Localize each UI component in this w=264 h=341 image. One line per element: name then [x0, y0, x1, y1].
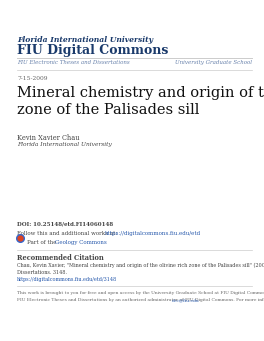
Text: Florida International University: Florida International University — [17, 142, 112, 147]
Text: Recommended Citation: Recommended Citation — [17, 254, 104, 262]
Text: Kevin Xavier Chau: Kevin Xavier Chau — [17, 134, 79, 142]
Text: https://digitalcommons.fiu.edu/etd: https://digitalcommons.fiu.edu/etd — [105, 231, 201, 236]
Text: 7-15-2009: 7-15-2009 — [17, 76, 48, 81]
Text: University Graduate School: University Graduate School — [175, 60, 252, 65]
Text: DOI: 10.25148/etd.FI14060148: DOI: 10.25148/etd.FI14060148 — [17, 222, 113, 227]
Text: This work is brought to you for free and open access by the University Graduate : This work is brought to you for free and… — [17, 291, 264, 295]
Text: FIU Electronic Theses and Dissertations: FIU Electronic Theses and Dissertations — [17, 60, 130, 65]
Text: Florida International University: Florida International University — [17, 36, 153, 44]
Text: Chau, Kevin Xavier, "Mineral chemistry and origin of the olivine rich zone of th: Chau, Kevin Xavier, "Mineral chemistry a… — [17, 263, 264, 268]
Text: Follow this and additional works at:: Follow this and additional works at: — [17, 231, 119, 236]
Text: Dissertations. 3148.: Dissertations. 3148. — [17, 270, 67, 275]
Text: FIU Electronic Theses and Dissertations by an authorized administrator of FIU Di: FIU Electronic Theses and Dissertations … — [17, 298, 264, 302]
Text: Part of the: Part of the — [27, 240, 58, 245]
Text: FIU Digital Commons: FIU Digital Commons — [17, 44, 168, 57]
Text: dcc@fiu.edu: dcc@fiu.edu — [172, 298, 200, 302]
Text: Mineral chemistry and origin of the olivine-rich
zone of the Palisades sill: Mineral chemistry and origin of the oliv… — [17, 86, 264, 117]
Text: https://digitalcommons.fiu.edu/etd/3148: https://digitalcommons.fiu.edu/etd/3148 — [17, 277, 117, 282]
Text: Geology Commons: Geology Commons — [55, 240, 107, 245]
